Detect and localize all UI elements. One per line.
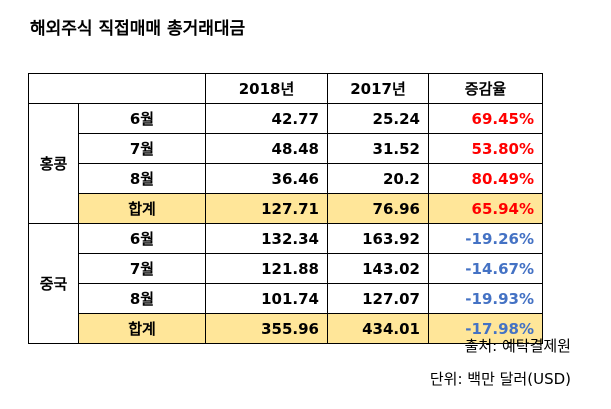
- change-rate: -17.98%: [428, 313, 543, 344]
- header-change: 증감율: [428, 73, 543, 104]
- month-label: 7월: [78, 253, 206, 284]
- value-2018: 121.88: [205, 253, 328, 284]
- change-rate: -14.67%: [428, 253, 543, 284]
- table-row: 홍콩 6월 42.77 25.24 69.45%: [28, 103, 543, 224]
- value-2017: 127.07: [327, 283, 429, 314]
- header-empty: [28, 73, 206, 104]
- change-rate: 69.45%: [428, 103, 543, 134]
- value-2018: 42.77: [205, 103, 328, 134]
- value-2018: 101.74: [205, 283, 328, 314]
- table-row: 8월 36.46 20.2 80.49%: [29, 163, 543, 194]
- value-2017: 434.01: [327, 313, 429, 344]
- header-2018: 2018년: [205, 73, 328, 104]
- region-label: 홍콩: [28, 103, 79, 224]
- value-2018: 48.48: [205, 133, 328, 164]
- source-note: 출처: 예탁결제원: [464, 337, 571, 355]
- change-rate: -19.26%: [428, 223, 543, 254]
- table-row: 7월 121.88 143.02 -14.67%: [29, 253, 543, 284]
- month-label: 8월: [78, 283, 206, 314]
- month-label: 8월: [78, 163, 206, 194]
- value-2018: 355.96: [205, 313, 328, 344]
- header-2017: 2017년: [327, 73, 429, 104]
- value-2017: 163.92: [327, 223, 429, 254]
- value-2017: 143.02: [327, 253, 429, 284]
- month-label: 7월: [78, 133, 206, 164]
- month-label: 6월: [78, 103, 206, 134]
- month-label: 6월: [78, 223, 206, 254]
- table-row: 중국 6월 132.34 163.92 -19.26%: [28, 223, 543, 344]
- table-row: 8월 101.74 127.07 -19.93%: [29, 283, 543, 314]
- total-row: 합계 355.96 434.01 -17.98%: [29, 313, 543, 344]
- page-title: 해외주식 직접매매 총거래대금: [30, 19, 246, 39]
- change-rate: 53.80%: [428, 133, 543, 164]
- month-label: 합계: [78, 193, 206, 224]
- value-2017: 20.2: [327, 163, 429, 194]
- total-row: 합계 127.71 76.96 65.94%: [29, 193, 543, 224]
- table-row: 7월 48.48 31.52 53.80%: [29, 133, 543, 164]
- region-label: 중국: [28, 223, 79, 344]
- unit-note: 단위: 백만 달러(USD): [429, 370, 571, 388]
- value-2017: 76.96: [327, 193, 429, 224]
- value-2018: 127.71: [205, 193, 328, 224]
- value-2018: 36.46: [205, 163, 328, 194]
- table-header-row: 2018년 2017년 증감율: [28, 73, 543, 104]
- value-2017: 25.24: [327, 103, 429, 134]
- value-2017: 31.52: [327, 133, 429, 164]
- month-label: 합계: [78, 313, 206, 344]
- value-2018: 132.34: [205, 223, 328, 254]
- change-rate: 65.94%: [428, 193, 543, 224]
- change-rate: -19.93%: [428, 283, 543, 314]
- change-rate: 80.49%: [428, 163, 543, 194]
- trade-volume-table: 2018년 2017년 증감율 홍콩 6월 42.77 25.24 69.45% 7월 48…: [28, 73, 543, 344]
